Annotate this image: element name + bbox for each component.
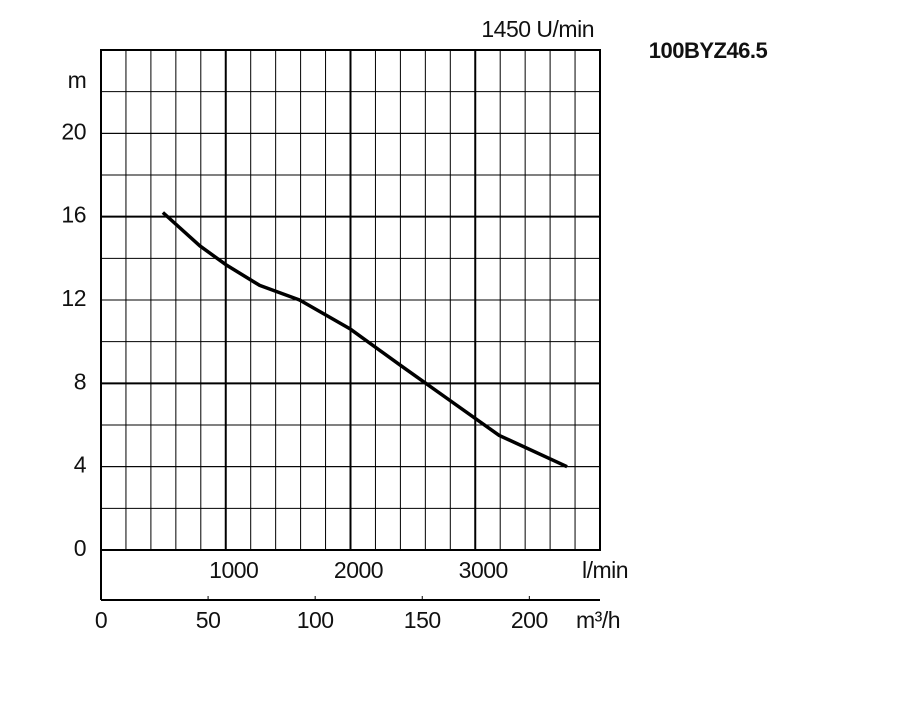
x2-tick-label: 200: [511, 607, 548, 633]
chart-subtitle: 1450 U/min: [481, 16, 594, 42]
x-axis-label: l/min: [582, 557, 628, 583]
x2-tick-label: 100: [297, 607, 334, 633]
x2-axis-label: m³/h: [576, 607, 620, 633]
y-tick-label: 0: [74, 535, 86, 561]
y-tick-label: 20: [61, 118, 86, 144]
x-tick-label: 3000: [459, 557, 508, 583]
x-tick-label: 2000: [334, 557, 383, 583]
y-axis-label: m: [68, 67, 87, 93]
chart-title: 100BYZ46.5: [649, 38, 768, 63]
x2-tick-label: 0: [95, 607, 107, 633]
y-tick-label: 4: [74, 452, 87, 478]
y-tick-label: 8: [74, 368, 86, 394]
x2-tick-label: 50: [196, 607, 221, 633]
y-tick-label: 16: [61, 202, 86, 228]
x-tick-label: 1000: [209, 557, 258, 583]
y-tick-label: 12: [61, 285, 86, 311]
curve: [161, 211, 568, 469]
plot-frame: [100, 49, 601, 551]
x2-tick-label: 150: [404, 607, 441, 633]
